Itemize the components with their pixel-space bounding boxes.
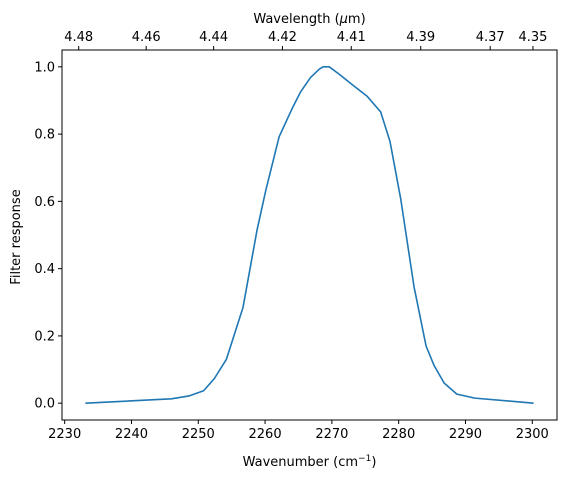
y-tick-label: 0.2 (34, 329, 55, 344)
x-tick-label: 2300 (516, 427, 549, 442)
y-tick-label: 0.6 (34, 195, 55, 210)
x-tick-label: 2250 (182, 427, 215, 442)
top-tick-label: 4.44 (199, 30, 228, 45)
top-tick-label: 4.39 (406, 30, 435, 45)
bottom-x-ticks: 2230 2240 2250 2260 2270 2280 2290 2300 (48, 420, 549, 442)
top-tick-label: 4.37 (476, 30, 505, 45)
y-tick-label: 1.0 (34, 60, 55, 75)
top-tick-label: 4.42 (268, 30, 297, 45)
x-axis-label: Wavenumber (cm−1) (243, 454, 377, 470)
top-x-ticks: 4.48 4.46 4.44 4.42 4.41 4.39 4.37 4.35 (64, 30, 547, 50)
top-tick-label: 4.35 (518, 30, 547, 45)
top-tick-label: 4.46 (132, 30, 161, 45)
plot-area (62, 50, 557, 420)
top-x-axis-label: Wavelength (μm) (253, 12, 365, 27)
top-tick-label: 4.41 (337, 30, 366, 45)
x-tick-label: 2290 (449, 427, 482, 442)
filter-response-line (85, 66, 534, 404)
x-tick-label: 2280 (382, 427, 415, 442)
y-tick-label: 0.4 (34, 262, 55, 277)
x-tick-label: 2260 (249, 427, 282, 442)
top-tick-label: 4.48 (64, 30, 93, 45)
y-tick-label: 0.8 (34, 128, 55, 143)
x-tick-label: 2230 (48, 427, 81, 442)
plot-frame (61, 49, 558, 421)
y-tick-label: 0.0 (34, 397, 55, 412)
y-ticks: 0.0 0.2 0.4 0.6 0.8 1.0 (34, 60, 62, 412)
x-tick-label: 2270 (315, 427, 348, 442)
y-axis-label: Filter response (9, 189, 24, 284)
series-layer (85, 66, 534, 404)
x-tick-label: 2240 (115, 427, 148, 442)
